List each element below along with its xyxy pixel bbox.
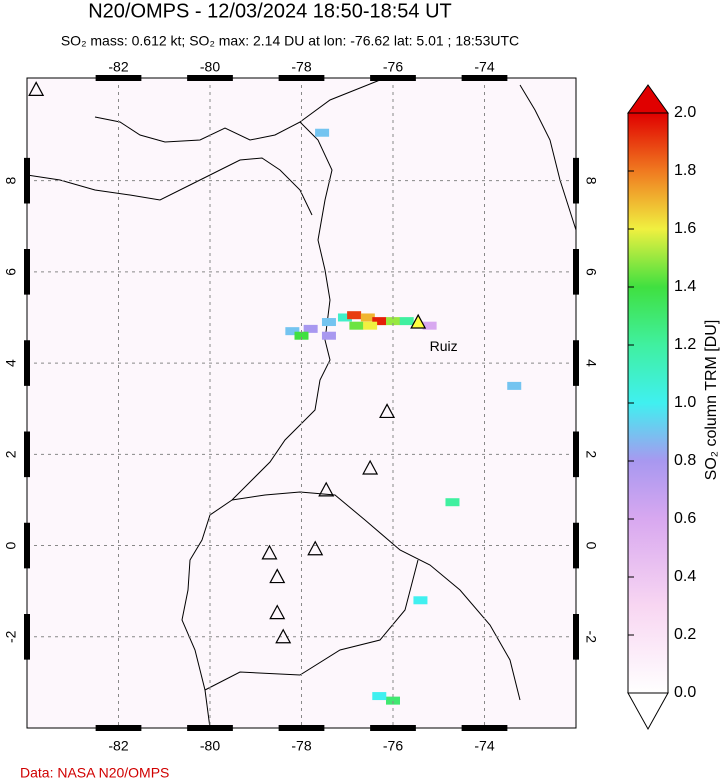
colorbar-tick-label: 0.8	[674, 452, 696, 469]
coastlines	[27, 78, 576, 728]
so2-pixel	[285, 327, 300, 336]
so2-pixel	[347, 311, 362, 320]
x-tick-label: -80	[200, 738, 220, 754]
colorbar-tick-label: 0.2	[674, 626, 696, 643]
colorbar-tick-label: 0.6	[674, 510, 696, 527]
volcano	[410, 313, 427, 329]
y-tick-label: 4	[583, 359, 599, 367]
colorbar-tick-label: 1.0	[674, 394, 696, 411]
colorbar-tick-label: 1.2	[674, 336, 696, 353]
colorbar-tick-label: 1.6	[674, 220, 696, 237]
x-tick-label: -76	[383, 738, 403, 754]
y-tick-label: 0	[583, 542, 599, 550]
volcano-label: Ruiz	[430, 338, 458, 354]
so2-pixel	[337, 313, 352, 322]
volcano	[362, 459, 379, 475]
so2-pixel	[422, 321, 437, 330]
y-tick-label: 8	[583, 177, 599, 185]
border	[519, 84, 576, 231]
y-tick-label: 4	[3, 359, 19, 367]
y-tick-label: 2	[583, 450, 599, 458]
colorbar-tick-label: 1.8	[674, 162, 696, 179]
coast	[299, 78, 386, 123]
so2-pixel	[413, 596, 428, 605]
x-tick-label: -82	[108, 738, 128, 754]
volcano	[307, 540, 324, 556]
y-tick-label: 2	[3, 450, 19, 458]
y-tick-label: 6	[3, 268, 19, 276]
so2-pixel	[303, 324, 318, 333]
footer: Data: NASA N20/OMPS	[20, 765, 169, 781]
so2-pixel	[321, 318, 336, 327]
x-tick-label: -76	[383, 59, 403, 75]
colorbar-max-arrow	[627, 84, 669, 114]
y-tick-label: -2	[583, 631, 599, 644]
y-tick-label: 0	[3, 541, 19, 549]
colorbar-tick-label: 1.4	[674, 278, 696, 295]
so2-pixel	[349, 321, 364, 330]
volcano	[269, 604, 286, 620]
colorbar-min-arrow	[627, 692, 669, 731]
x-tick-label: -78	[291, 59, 311, 75]
so2-pixel	[399, 317, 414, 326]
volcano	[275, 628, 292, 644]
y-tick-label: 8	[3, 177, 19, 185]
so2-pixel	[507, 381, 522, 390]
volcano	[269, 568, 286, 584]
title: N20/OMPS - 12/03/2024 18:50-18:54 UT	[88, 0, 452, 22]
so2-pixel	[386, 696, 400, 705]
so2-pixel	[360, 313, 375, 322]
so2-pixel	[321, 331, 336, 340]
volcano	[28, 81, 45, 97]
so2-pixel	[294, 331, 309, 340]
x-tick-label: -74	[474, 59, 494, 75]
y-tick-label: -2	[3, 630, 19, 643]
colorbar-tick-label: 0.4	[674, 568, 696, 585]
colorbar-tick-label: 0.0	[674, 684, 696, 701]
y-tick-label: 6	[583, 268, 599, 276]
so2-pixel	[315, 128, 330, 137]
volcano	[261, 544, 278, 560]
so2-pixel	[386, 317, 400, 326]
coast	[94, 116, 333, 728]
border	[204, 559, 419, 691]
coast	[27, 157, 313, 216]
x-tick-label: -80	[200, 59, 220, 75]
so2-pixel	[372, 317, 387, 326]
map-layer	[27, 78, 576, 728]
volcano	[379, 403, 396, 419]
so2-pixel	[363, 321, 378, 330]
so2-pixel	[372, 692, 387, 701]
colorbar-label: SO₂ column TRM [DU]	[703, 320, 720, 481]
x-tick-label: -82	[108, 59, 128, 75]
so2-pixel	[445, 498, 460, 507]
map-frame	[26, 77, 577, 729]
colorbar-tick-label: 2.0	[674, 104, 696, 121]
marks: Ruiz	[28, 81, 458, 644]
volcano	[318, 481, 335, 497]
subtitle: SO₂ mass: 0.612 kt; SO₂ max: 2.14 DU at …	[61, 33, 519, 49]
x-tick-label: -78	[291, 738, 311, 754]
x-tick-label: -74	[474, 738, 494, 754]
